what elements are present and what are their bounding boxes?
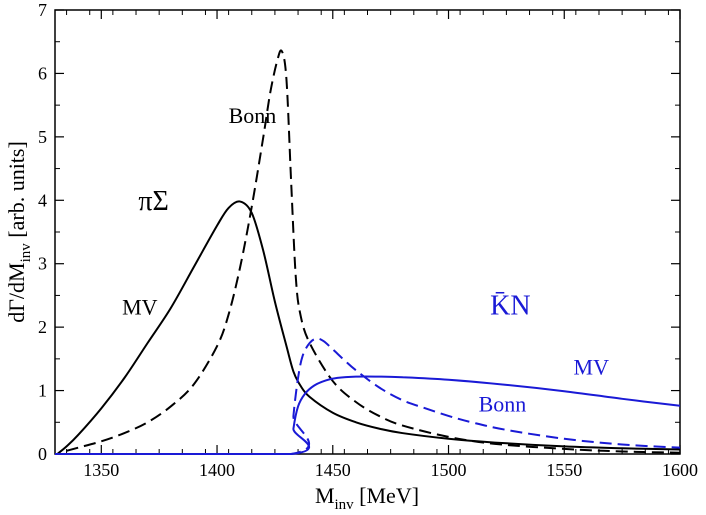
series-line-kbarn-mv xyxy=(54,375,681,455)
y-tick-label: 5 xyxy=(38,127,47,147)
y-tick-label: 7 xyxy=(38,0,47,20)
annotation-kbarn: K̄N xyxy=(490,290,530,321)
y-tick-label: 2 xyxy=(38,317,47,337)
x-tick-label: 1600 xyxy=(662,460,698,480)
x-tick-label: 1550 xyxy=(546,460,582,480)
x-tick-label: 1500 xyxy=(431,460,467,480)
series-line-kbarn-bonn xyxy=(54,337,681,455)
x-axis-label: Minv [MeV] xyxy=(315,483,419,513)
annotation-pisigma: πΣ xyxy=(138,186,168,217)
series-lines xyxy=(54,49,681,455)
annotation-bonn-black: Bonn xyxy=(229,103,277,128)
x-tick-label: 1350 xyxy=(83,460,119,480)
axis-ticks: 1350 1400 1450 1500 1550 1600 0 1 2 3 4 5 6 7 xyxy=(38,0,698,480)
y-tick-label: 6 xyxy=(38,63,47,83)
annotation-mv-black: MV xyxy=(122,294,158,319)
plot-frame xyxy=(54,9,681,455)
y-tick-label: 4 xyxy=(38,190,47,210)
x-tick-label: 1400 xyxy=(199,460,235,480)
annotation-bonn-blue: Bonn xyxy=(479,392,527,417)
series-line-pisigma-bonn xyxy=(66,49,681,454)
series-line-pisigma-mv xyxy=(56,200,681,455)
y-tick-label: 1 xyxy=(38,381,47,401)
annotations: Bonn πΣ MV K̄N MV Bonn xyxy=(122,103,609,417)
y-tick-label: 3 xyxy=(38,254,47,274)
annotation-mv-blue: MV xyxy=(574,355,610,380)
x-tick-label: 1450 xyxy=(315,460,351,480)
y-tick-label: 0 xyxy=(38,444,47,464)
y-axis-label: dΓ/dMinv [arb. units] xyxy=(4,141,34,323)
